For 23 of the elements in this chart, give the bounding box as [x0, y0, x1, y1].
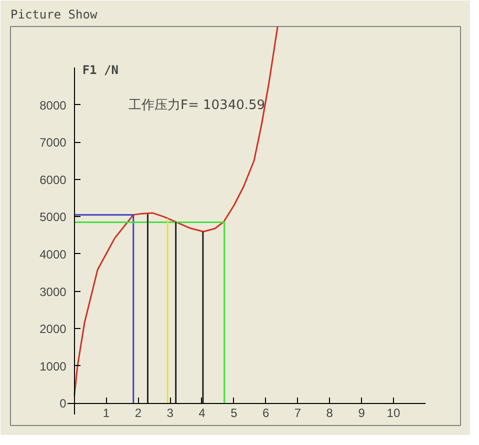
x-tick-label: 5 [230, 406, 238, 420]
x-tick-label: 10 [386, 406, 400, 420]
y-tick-label: 8000 [40, 98, 67, 112]
annotation: 工作压力F= 10340.59 [128, 98, 266, 113]
line-series [74, 26, 278, 396]
x-tick-label: 3 [166, 406, 174, 420]
x-tick-label: 7 [294, 406, 302, 420]
y-tick-label: 1000 [40, 359, 67, 374]
chart-title: Picture Show [10, 8, 98, 22]
y-tick-label: 7000 [40, 136, 67, 150]
y-tick-label: 2000 [40, 322, 67, 336]
x-tick-label: 2 [134, 406, 142, 420]
y-tick-label: 3000 [40, 284, 67, 299]
x-tick-label: 8 [326, 406, 334, 420]
x-tick-label: 4 [198, 406, 206, 420]
y-axis-title: F1 /N [82, 62, 118, 77]
y-tick-label: 0 [60, 396, 67, 411]
y-tick-label: 5000 [40, 210, 67, 224]
x-tick-label: 6 [262, 406, 270, 420]
y-tick-label: 4000 [40, 247, 67, 262]
x-tick-label: 9 [358, 406, 366, 420]
x-tick-label: 1 [102, 406, 110, 420]
y-tick-label: 6000 [40, 172, 67, 187]
